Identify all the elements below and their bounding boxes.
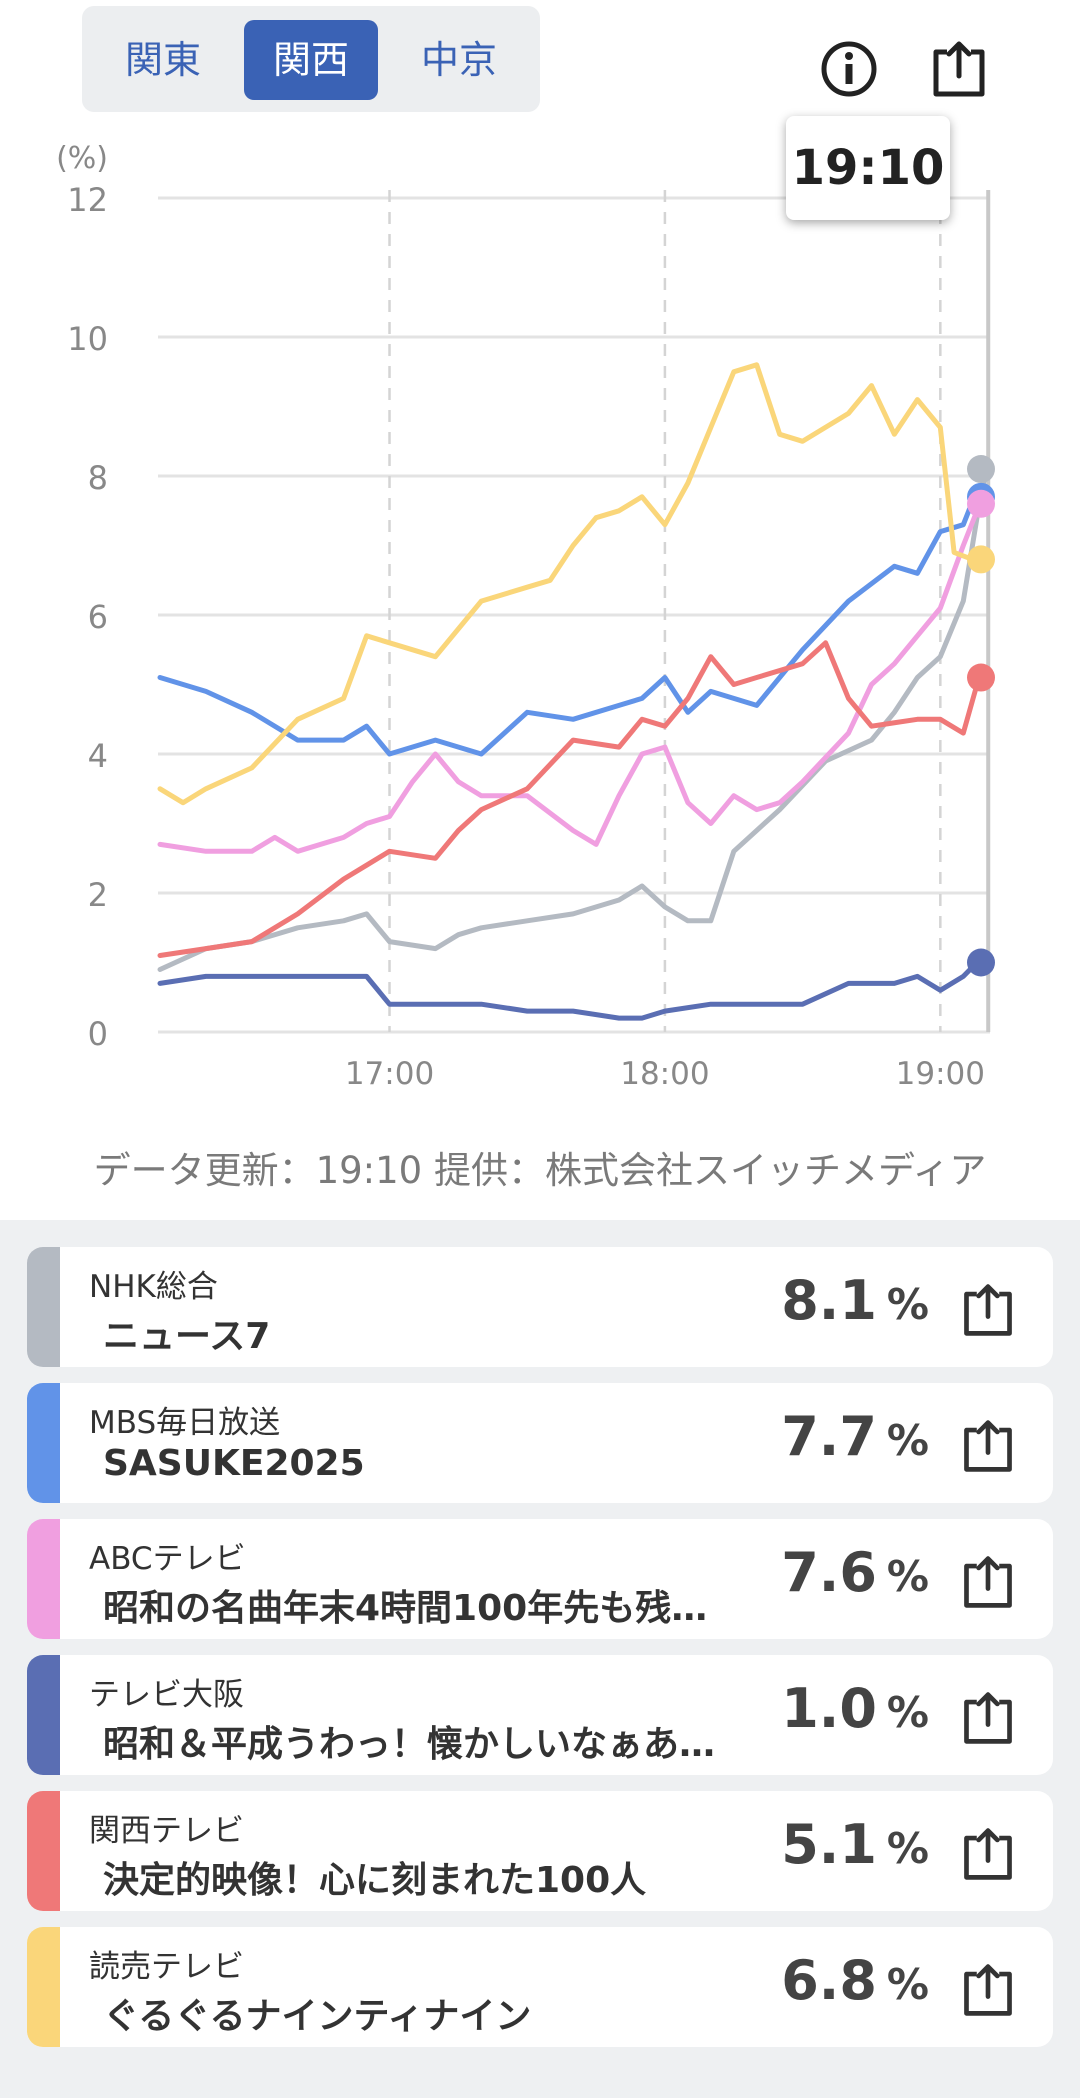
y-tick-label: 12: [67, 181, 108, 219]
channel-name: 関西テレビ: [89, 1813, 244, 1849]
program-card[interactable]: MBS毎日放送 SASUKE2025 7.7%: [27, 1383, 1053, 1503]
channel-color-stripe: [27, 1247, 60, 1367]
region-tabs: 関東 関西 中京: [82, 6, 540, 112]
share-icon[interactable]: [959, 1689, 1017, 1747]
channel-name: ABCテレビ: [89, 1541, 246, 1577]
program-card[interactable]: テレビ大阪 昭和＆平成うわっ！懐かしいなぁあ… 1.0%: [27, 1655, 1053, 1775]
rating-value: 5.1%: [781, 1813, 929, 1876]
y-tick-label: 10: [67, 320, 108, 358]
channel-name: NHK総合: [89, 1269, 218, 1305]
program-title: ぐるぐるナインティナイン: [103, 1996, 532, 2037]
rating-unit: %: [886, 1688, 929, 1737]
series-end-marker: [967, 948, 995, 977]
chart-grid: [158, 190, 991, 1034]
series-end-marker: [967, 663, 995, 692]
program-card[interactable]: 読売テレビ ぐるぐるナインティナイン 6.8%: [27, 1927, 1053, 2047]
share-icon[interactable]: [959, 1825, 1017, 1883]
chart-series: [157, 362, 989, 1021]
y-tick-label: 8: [88, 459, 108, 497]
channel-color-stripe: [27, 1655, 60, 1775]
x-tick-label: 17:00: [345, 1056, 434, 1092]
rating-number: 6.8: [781, 1949, 877, 2012]
y-tick-label: 6: [88, 598, 108, 636]
tab-kansai[interactable]: 関西: [244, 20, 378, 100]
y-tick-label: 0: [88, 1015, 108, 1053]
channel-name: テレビ大阪: [89, 1677, 244, 1713]
y-tick-label: 4: [88, 737, 108, 775]
program-card[interactable]: 関西テレビ 決定的映像！心に刻まれた100人 5.1%: [27, 1791, 1053, 1911]
series-line: [157, 466, 989, 972]
y-tick-label: 2: [88, 876, 108, 914]
program-list: NHK総合 ニュース7 8.1% MBS毎日放送 SASUKE2025 7.7%…: [0, 1220, 1080, 2098]
channel-name: 読売テレビ: [89, 1949, 244, 1985]
rating-unit: %: [886, 1552, 929, 1601]
tab-kanto[interactable]: 関東: [124, 38, 201, 82]
channel-name: MBS毎日放送: [89, 1405, 281, 1441]
ratings-chart: 0 2 4 6 8 10 12 17:00 18:00 19:00 (%): [56, 141, 995, 1092]
series-line: [157, 960, 989, 1021]
rating-number: 8.1: [781, 1269, 877, 1332]
chart-labels: 0 2 4 6 8 10 12 17:00 18:00 19:00 (%): [56, 141, 985, 1092]
program-title: SASUKE2025: [103, 1443, 365, 1484]
program-card[interactable]: NHK総合 ニュース7 8.1%: [27, 1247, 1053, 1367]
rating-unit: %: [886, 1416, 929, 1465]
rating-unit: %: [886, 1280, 929, 1329]
rating-unit: %: [886, 1960, 929, 2009]
series-line: [157, 640, 989, 958]
series-line: [157, 487, 989, 757]
channel-color-stripe: [27, 1927, 60, 2047]
program-title: ニュース7: [103, 1316, 271, 1357]
rating-value: 8.1%: [781, 1269, 929, 1332]
rating-number: 5.1: [781, 1813, 877, 1876]
program-title: 決定的映像！心に刻まれた100人: [103, 1860, 647, 1901]
info-circle-icon[interactable]: [818, 38, 880, 100]
rating-number: 1.0: [781, 1677, 877, 1740]
rating-number: 7.6: [781, 1541, 877, 1604]
share-icon[interactable]: [959, 1281, 1017, 1339]
x-tick-label: 18:00: [620, 1056, 709, 1092]
share-icon[interactable]: [959, 1553, 1017, 1611]
share-icon[interactable]: [928, 38, 990, 100]
channel-color-stripe: [27, 1383, 60, 1503]
time-tooltip: 19:10: [786, 116, 950, 220]
series-end-marker: [967, 489, 995, 518]
chart-end-markers: [967, 455, 995, 977]
tab-chukyo[interactable]: 中京: [420, 38, 497, 82]
rating-number: 7.7: [781, 1405, 877, 1468]
rating-unit: %: [886, 1824, 929, 1873]
series-line: [157, 501, 989, 854]
rating-value: 7.7%: [781, 1405, 929, 1468]
data-source-note: データ更新：19:10 提供：株式会社スイッチメディア: [93, 1149, 987, 1192]
program-title: 昭和＆平成うわっ！懐かしいなぁあ…: [103, 1724, 716, 1765]
program-title: 昭和の名曲年末4時間100年先も残…: [103, 1588, 708, 1629]
channel-color-stripe: [27, 1791, 60, 1911]
series-end-marker: [967, 455, 995, 484]
program-card[interactable]: ABCテレビ 昭和の名曲年末4時間100年先も残… 7.6%: [27, 1519, 1053, 1639]
share-icon[interactable]: [959, 1417, 1017, 1475]
series-end-marker: [967, 545, 995, 574]
series-line: [157, 362, 989, 806]
x-tick-label: 19:00: [896, 1056, 985, 1092]
share-icon[interactable]: [959, 1961, 1017, 2019]
rating-value: 7.6%: [781, 1541, 929, 1604]
channel-color-stripe: [27, 1519, 60, 1639]
rating-value: 6.8%: [781, 1949, 929, 2012]
y-axis-label: (%): [56, 141, 108, 176]
rating-value: 1.0%: [781, 1677, 929, 1740]
